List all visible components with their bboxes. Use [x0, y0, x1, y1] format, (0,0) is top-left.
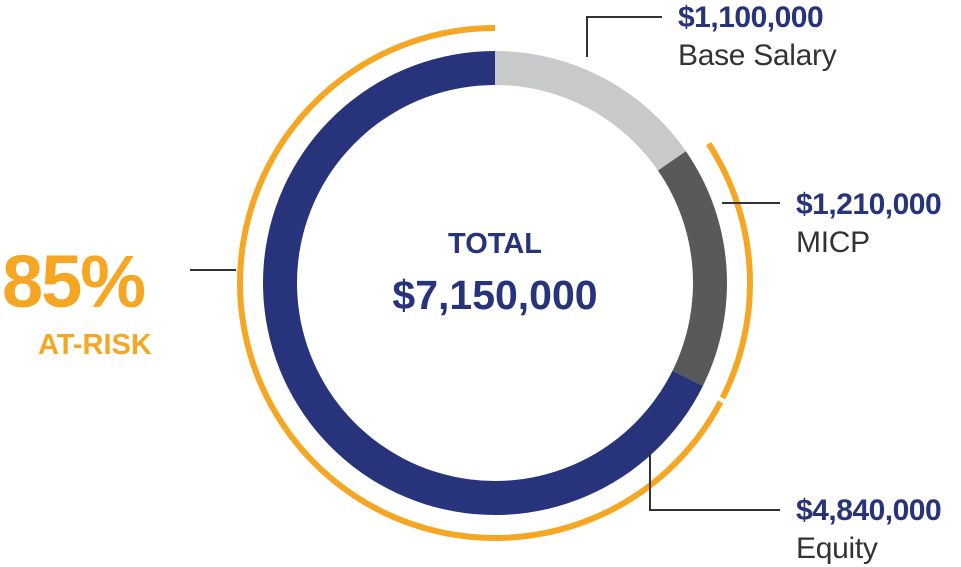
slice-micp [657, 151, 727, 386]
equity-label: Equity [796, 532, 878, 565]
base-salary-label: Base Salary [678, 39, 837, 72]
micp-label: MICP [796, 226, 870, 259]
at-risk-arc-equity [237, 25, 724, 541]
micp-value: $1,210,000 [796, 188, 942, 221]
base-salary-value: $1,100,000 [678, 1, 824, 34]
equity-value: $4,840,000 [796, 494, 942, 527]
leader-equity [649, 450, 780, 511]
slice-base-salary [495, 51, 686, 171]
at-risk-arc-micp [706, 142, 753, 400]
at-risk-percent: 85% [2, 240, 146, 323]
leader-base-salary [586, 16, 662, 57]
total-value: $7,150,000 [392, 272, 598, 318]
at-risk-label: AT-RISK [38, 329, 152, 361]
total-title: TOTAL [448, 228, 542, 260]
